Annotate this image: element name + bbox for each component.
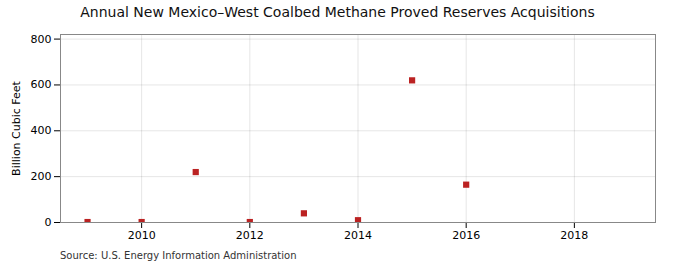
svg-text:0: 0	[45, 216, 52, 229]
svg-text:2014: 2014	[344, 229, 372, 242]
svg-text:Billion Cubic Feet: Billion Cubic Feet	[10, 80, 23, 175]
svg-text:200: 200	[31, 170, 52, 183]
svg-text:2010: 2010	[128, 229, 156, 242]
svg-text:2016: 2016	[452, 229, 480, 242]
svg-text:800: 800	[31, 33, 52, 46]
svg-text:2012: 2012	[236, 229, 264, 242]
html-text:Annual New Mexico–West Coalbed: Annual New Mexico–West Coalbed Methane P…	[80, 4, 595, 20]
html-text:Source: U.S. Energy Informatio: Source: U.S. Energy Information Administ…	[60, 250, 297, 261]
svg-text:600: 600	[31, 78, 52, 91]
svg-text:2018: 2018	[560, 229, 588, 242]
svg-text:400: 400	[31, 124, 52, 137]
